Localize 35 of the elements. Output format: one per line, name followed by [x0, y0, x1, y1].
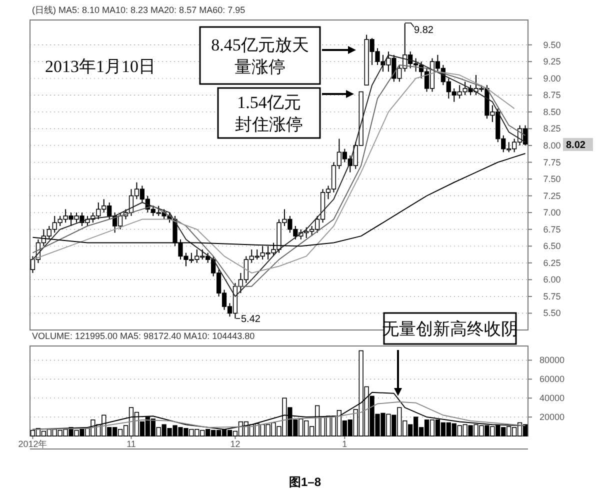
- y-tick-label: 40000: [539, 393, 565, 404]
- y-tick-label: 60000: [539, 374, 565, 384]
- y-tick-label: 6.75: [543, 224, 561, 234]
- y-tick-label: 6.00: [543, 274, 561, 285]
- chart-title: VOLUME: 121995.00 MA5: 98172.40 MA10: 104443.80: [32, 331, 255, 341]
- y-tick-label: 5.50: [543, 308, 561, 318]
- y-tick-label: 20000: [539, 412, 565, 422]
- annotation: 8.45亿元放天量涨停: [211, 35, 309, 76]
- caption: 图1–8: [288, 475, 322, 489]
- x-tick-label: 12: [230, 439, 240, 449]
- y-tick-label: 8.75: [543, 90, 561, 100]
- annotation: 1.54亿元封住涨停: [235, 92, 303, 134]
- chart-title: (日线) MA5: 8.10 MA10: 8.23 MA20: 8.57 MA60: 7.95: [32, 5, 246, 15]
- line-series: [32, 401, 526, 430]
- y-tick-label: 8.25: [543, 124, 561, 134]
- annotation: 9.82: [414, 25, 434, 36]
- x-tick-label: 1: [342, 439, 348, 449]
- y-tick-label: 9.50: [543, 40, 561, 50]
- y-tick-label: 5.75: [543, 291, 561, 302]
- x-tick-label: 2012年: [18, 439, 48, 449]
- y-tick-label: 9.25: [543, 56, 561, 67]
- y-tick-label: 7.75: [543, 157, 561, 168]
- y-tick-label: 6.25: [543, 258, 561, 268]
- y-tick-label: 80000: [539, 355, 565, 366]
- y-tick-label: 7.50: [543, 174, 561, 184]
- y-tick-label: 7.00: [543, 208, 561, 218]
- annotation: 2013年1月10日: [45, 57, 156, 76]
- y-tick-label: 7.25: [543, 190, 561, 201]
- y-tick-label: 8.50: [543, 106, 561, 117]
- x-tick-label: 11: [126, 439, 136, 449]
- y-tick-label: 9.00: [543, 73, 561, 84]
- y-tick-label: 8.00: [543, 140, 561, 150]
- text: 8.02: [566, 140, 586, 151]
- annotation: 5.42: [241, 314, 261, 325]
- y-tick-label: 6.50: [543, 241, 561, 252]
